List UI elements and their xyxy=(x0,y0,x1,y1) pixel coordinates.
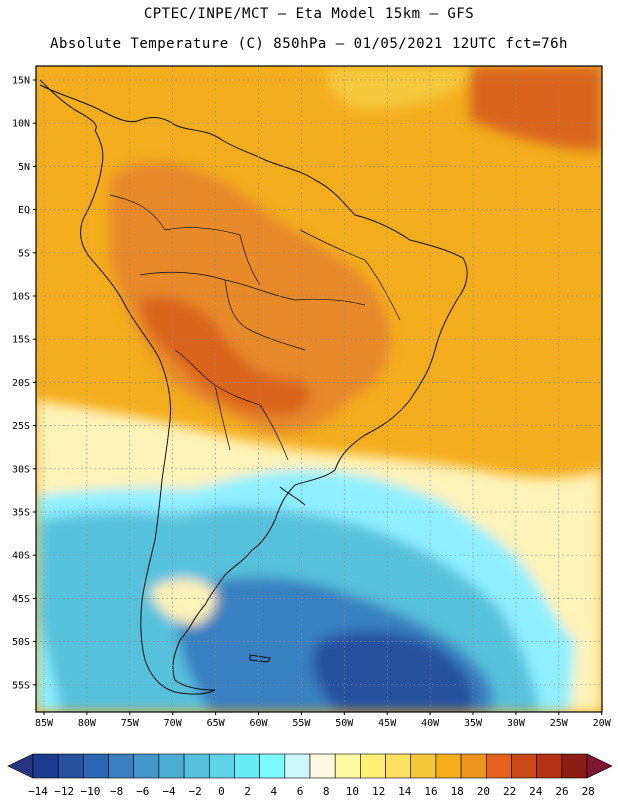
colorbar: −14 −12 −10 −8 −6 −4 −2 0 2 4 6 8 10 12 14 16 18 20 22 24 26… xyxy=(7,753,613,798)
colorbar-over-arrow xyxy=(586,753,613,779)
temperature-field xyxy=(36,66,602,712)
chart-title-line2: Absolute Temperature (C) 850hPa – 01/05/… xyxy=(50,36,568,52)
lon-tick-label: 85W xyxy=(35,718,54,729)
field-patagonia-mild xyxy=(150,578,216,625)
colorbar-cell xyxy=(133,753,160,779)
colorbar-cell xyxy=(536,753,563,779)
lat-tick-label: 15N xyxy=(12,76,30,87)
lon-tick-label: 45W xyxy=(378,718,397,729)
colorbar-cell xyxy=(32,753,59,779)
lat-tick-label: 10N xyxy=(12,119,30,130)
colorbar-label: 22 xyxy=(503,785,516,798)
lat-tick-label: 20S xyxy=(12,378,30,389)
colorbar-cell xyxy=(511,753,537,779)
lon-tick-label: 65W xyxy=(207,718,226,729)
colorbar-label: 8 xyxy=(323,785,330,798)
longitude-axis: 85W 80W 75W 70W 65W 60W 55W 50W 45W 40W 35W 30W 25W 2… xyxy=(35,712,612,729)
lat-tick-label: 25S xyxy=(12,421,30,432)
colorbar-label: −10 xyxy=(80,785,100,798)
colorbar-cell xyxy=(309,753,336,779)
colorbar-cell xyxy=(485,753,512,779)
continent-outline xyxy=(39,84,468,695)
central-america-outline xyxy=(39,79,97,131)
colorbar-label: −4 xyxy=(162,785,176,798)
colorbar-cell xyxy=(208,753,235,779)
colorbar-cell xyxy=(385,753,412,779)
colorbar-label: −2 xyxy=(189,785,202,798)
lon-tick-label: 35W xyxy=(464,718,483,729)
colorbar-label: 4 xyxy=(270,785,277,798)
colorbar-label: 6 xyxy=(297,785,304,798)
colorbar-label: 10 xyxy=(346,785,359,798)
rio-de-la-plata xyxy=(279,486,306,506)
lat-tick-label: 50S xyxy=(12,637,30,648)
lat-tick-label: 55S xyxy=(12,680,30,691)
lat-tick-label: 35S xyxy=(12,508,30,519)
lon-tick-label: 30W xyxy=(507,718,526,729)
lat-tick-label: 5N xyxy=(18,162,30,173)
field-coldest xyxy=(312,631,474,712)
colorbar-cell xyxy=(284,753,311,779)
colorbar-label: 0 xyxy=(218,785,225,798)
colorbar-label: 2 xyxy=(244,785,251,798)
colorbar-cell xyxy=(183,753,210,779)
lon-tick-label: 70W xyxy=(164,718,183,729)
colorbar-label: 18 xyxy=(451,785,464,798)
lat-tick-label: 15S xyxy=(12,335,30,346)
colorbar-label: 12 xyxy=(372,785,385,798)
field-land-hotter xyxy=(140,296,311,416)
lon-tick-label: 25W xyxy=(550,718,569,729)
colorbar-label: 26 xyxy=(555,785,568,798)
lon-tick-label: 50W xyxy=(335,718,354,729)
colorbar-cell xyxy=(435,753,462,779)
lon-tick-label: 75W xyxy=(121,718,140,729)
colorbar-cell xyxy=(410,753,437,779)
colorbar-under-arrow xyxy=(7,753,34,779)
lat-tick-label: EQ xyxy=(18,205,30,216)
colorbar-cell xyxy=(460,753,487,779)
colorbar-cell xyxy=(57,753,84,779)
colorbar-cell xyxy=(360,753,386,779)
colorbar-label: 28 xyxy=(582,785,595,798)
colorbar-label: −6 xyxy=(136,785,149,798)
lon-tick-label: 55W xyxy=(292,718,311,729)
field-se-mild xyxy=(520,532,602,670)
colorbar-label: −14 xyxy=(28,785,48,798)
lat-tick-label: 30S xyxy=(12,464,30,475)
lat-tick-label: 45S xyxy=(12,594,30,605)
lat-tick-label: 5S xyxy=(18,248,30,259)
colorbar-cell xyxy=(561,753,588,779)
country-borders xyxy=(109,194,401,461)
lon-tick-label: 20W xyxy=(593,718,612,729)
colorbar-cell xyxy=(83,753,109,779)
colorbar-label: 16 xyxy=(424,785,437,798)
latitude-axis: 15N 10N 5N EQ 5S 10S 15S 20S 25S 30S 35S 40S 45S 50S 5… xyxy=(12,76,36,691)
lon-tick-label: 40W xyxy=(421,718,440,729)
field-ne-mild xyxy=(326,66,470,110)
lon-tick-label: 60W xyxy=(249,718,268,729)
field-ne-hot xyxy=(470,66,602,150)
falklands-outline xyxy=(249,654,271,663)
lat-tick-label: 10S xyxy=(12,292,30,303)
colorbar-cell xyxy=(234,753,260,779)
lat-tick-label: 40S xyxy=(12,551,30,562)
colorbar-cell xyxy=(334,753,361,779)
colorbar-cell xyxy=(108,753,135,779)
coastlines xyxy=(39,79,468,695)
lon-tick-label: 80W xyxy=(78,718,97,729)
colorbar-cell xyxy=(259,753,286,779)
field-land-hot xyxy=(110,162,390,434)
colorbar-cell xyxy=(158,753,185,779)
colorbar-label: 14 xyxy=(398,785,412,798)
colorbar-label: 20 xyxy=(477,785,490,798)
colorbar-label: −12 xyxy=(54,785,74,798)
colorbar-label: −8 xyxy=(110,785,123,798)
chart-title-line1: CPTEC/INPE/MCT – Eta Model 15km – GFS xyxy=(143,6,475,22)
colorbar-label: 24 xyxy=(529,785,543,798)
map-frame xyxy=(35,65,603,713)
